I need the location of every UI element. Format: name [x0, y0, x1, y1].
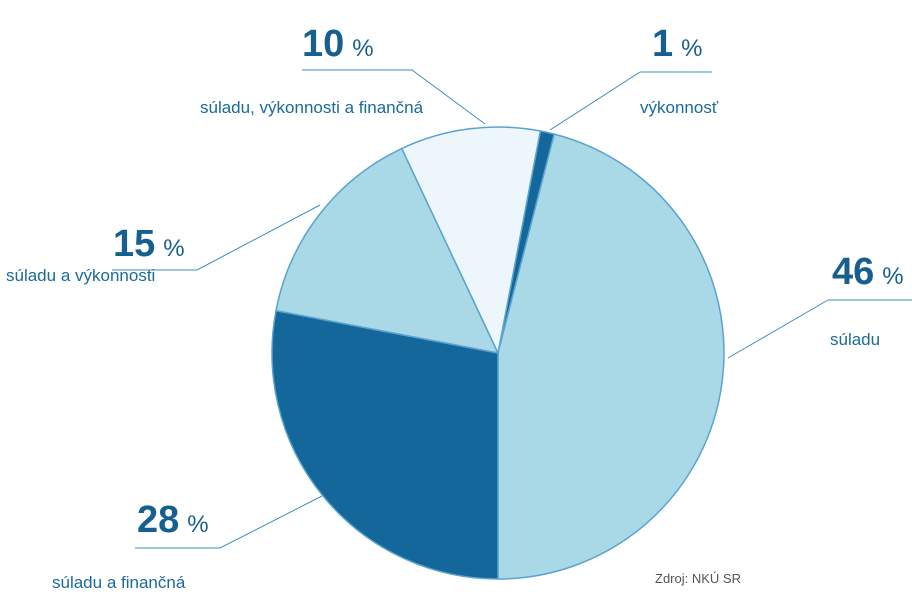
category-label: súladu, výkonnosti a finančná [200, 98, 424, 117]
category-label: súladu a finančná [52, 573, 186, 592]
unit-label: % [352, 35, 373, 62]
value-label: 46 [832, 251, 874, 293]
leader-line [112, 204, 321, 271]
category-label: súladu a výkonnosti [6, 266, 155, 285]
value-label: 10 [302, 23, 344, 65]
source: Zdroj: NKÚ SR [655, 571, 741, 586]
leader-line [549, 71, 712, 131]
leader-line [302, 69, 486, 125]
pie-slice [275, 147, 500, 355]
value-label: 1 [652, 23, 673, 65]
leader-line [727, 299, 912, 359]
pie-slice [497, 133, 725, 580]
value-label: 28 [137, 499, 179, 541]
category-label: súladu [830, 330, 880, 349]
unit-label: % [882, 263, 903, 290]
value-label: 15 [113, 223, 155, 265]
pie-slice [271, 309, 499, 580]
unit-label: % [681, 35, 702, 62]
category-label: výkonnosť [640, 98, 719, 117]
unit-label: % [187, 511, 208, 538]
unit-label: % [163, 235, 184, 262]
leader-line [135, 495, 323, 549]
pie-slice [400, 126, 542, 356]
